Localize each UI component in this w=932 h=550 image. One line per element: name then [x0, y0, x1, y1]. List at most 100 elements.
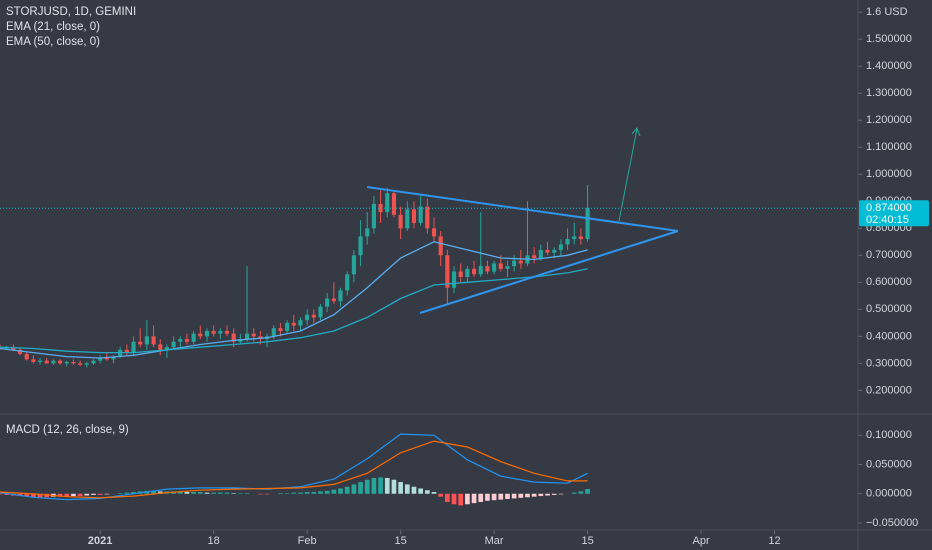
candle-body [465, 268, 470, 277]
candle-body [131, 341, 136, 353]
y-tick-label: 1.500000 [866, 33, 912, 45]
legend-entry: EMA (21, close, 0) [6, 21, 100, 33]
histogram-bar [291, 492, 297, 494]
candle-body [518, 260, 523, 264]
candle-body [478, 266, 483, 275]
histogram-bar [231, 493, 237, 494]
histogram-bar [151, 490, 156, 494]
y-tick-label: 0.300000 [866, 357, 912, 369]
candle-body [138, 341, 143, 345]
candle-body [244, 333, 250, 340]
candle-body [405, 209, 410, 229]
histogram-bar [258, 493, 263, 495]
candle-body [298, 320, 303, 326]
candle-body [398, 214, 403, 229]
histogram-bar [224, 492, 230, 494]
candle-body [572, 236, 577, 240]
candle-body [171, 341, 176, 348]
histogram-bar [445, 493, 450, 502]
candle-body [78, 363, 83, 365]
candle-body [44, 360, 49, 364]
histogram-bar [218, 492, 223, 494]
candle-body [191, 333, 196, 342]
histogram-bar [64, 493, 70, 497]
axes: 1.6 USD 1.500000 1.400000 1.300000 1.200000 1… [88, 6, 929, 547]
y-tick-label: 1.400000 [866, 60, 912, 72]
histogram-bar [578, 491, 584, 494]
candle-body [291, 322, 296, 326]
x-tick-label: Apr [693, 535, 710, 547]
candle-body [98, 357, 103, 361]
candle-body [318, 306, 323, 318]
histogram-bar [298, 492, 303, 494]
histogram-bar [324, 490, 330, 494]
candle-body [538, 249, 543, 259]
ema-line [0, 268, 588, 354]
histogram-bar [545, 493, 550, 496]
candle-body [251, 333, 256, 337]
candle-body [64, 362, 69, 364]
histogram-bar [498, 493, 504, 500]
candle-body [378, 203, 383, 213]
histogram-bar [371, 477, 377, 494]
trendline [419, 230, 679, 314]
candle-body [578, 236, 583, 240]
y-tick-label: 1.100000 [866, 141, 912, 153]
histogram-bar [384, 477, 390, 494]
histogram-bar [31, 493, 36, 498]
y-tick-label: 0.700000 [866, 249, 912, 261]
countdown: 02:40:15 [866, 214, 909, 226]
histogram-bar [117, 493, 123, 494]
candle-body [351, 255, 356, 275]
candle-body [472, 268, 477, 275]
y-tick-label: 0.100000 [866, 429, 912, 441]
candle-body [17, 349, 23, 354]
histogram-bar [404, 484, 410, 494]
candle-body [552, 249, 557, 253]
candle-body [411, 209, 417, 223]
macd-title: MACD (12, 26, close, 9) [6, 424, 129, 436]
histogram-bar [37, 493, 43, 498]
candle-body [492, 263, 497, 272]
candle-body [545, 249, 550, 253]
histogram-bar [505, 493, 510, 500]
histogram-bar [24, 493, 30, 497]
candle-body [51, 360, 56, 364]
candle-body [144, 336, 149, 345]
histogram-bar [284, 493, 290, 494]
histogram-bar [558, 493, 564, 495]
legend-title: STORJUSD, 1D, GEMINI [6, 6, 136, 18]
histogram-bar [398, 482, 403, 494]
y-tick-label: 1.6 USD [866, 6, 908, 18]
histogram-bar [358, 482, 363, 494]
histogram-bar [351, 484, 357, 494]
histogram-bar [458, 493, 464, 506]
candle-body [385, 193, 390, 213]
x-tick-label: Mar [485, 535, 504, 547]
candle-body [91, 360, 96, 364]
histogram-bar [57, 493, 63, 497]
histogram-bar [418, 488, 423, 494]
candle-body [184, 339, 190, 342]
x-tick-label: 15 [394, 535, 406, 547]
candle-body [11, 347, 16, 350]
histogram-bar [238, 493, 243, 494]
arrow [618, 128, 638, 222]
candle-body [532, 255, 537, 259]
histogram-bar [451, 493, 457, 505]
histogram-bar [91, 493, 96, 495]
candle-body [305, 314, 310, 321]
histogram-bar [538, 493, 544, 497]
candle-body [104, 357, 109, 360]
histogram-bar [124, 492, 130, 494]
candle-body [31, 359, 36, 363]
histogram-bar [97, 493, 103, 495]
histogram-bar [264, 493, 270, 495]
x-tick-label: 18 [208, 535, 220, 547]
candle-body [111, 356, 116, 360]
histogram-bar [204, 492, 210, 494]
histogram-bar [491, 493, 497, 501]
ema-line [0, 241, 588, 359]
x-tick-label: 15 [581, 535, 593, 547]
